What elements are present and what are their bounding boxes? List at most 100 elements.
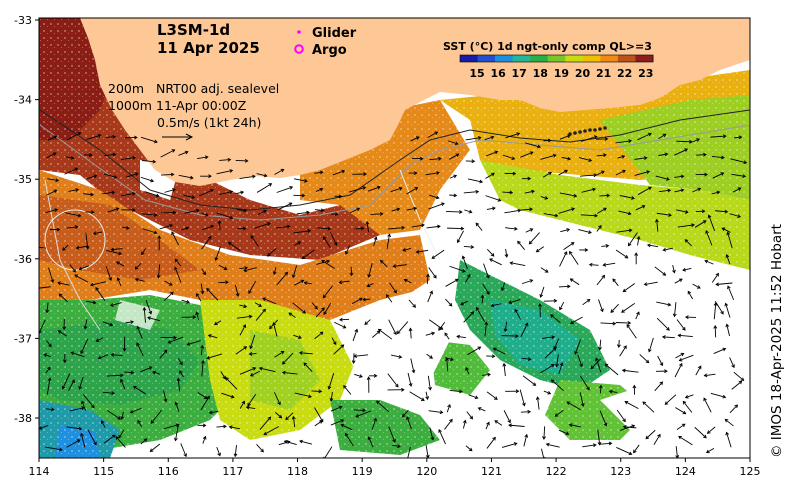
current-arrow-head	[566, 401, 571, 405]
current-arrow	[330, 391, 333, 401]
current-arrow	[302, 249, 315, 260]
current-arrow-head	[149, 448, 154, 453]
current-arrow-head	[141, 251, 145, 256]
current-arrow-head	[170, 291, 174, 296]
current-arrow	[262, 297, 277, 305]
current-arrow	[615, 140, 632, 144]
current-arrow-head	[398, 354, 403, 359]
current-arrow-head	[365, 220, 370, 225]
current-arrow	[402, 247, 411, 251]
current-arrow	[234, 445, 237, 457]
current-arrow	[388, 227, 405, 230]
current-arrow	[522, 375, 536, 386]
current-arrow-head	[622, 169, 626, 174]
current-arrow-head	[678, 357, 683, 362]
current-arrow	[144, 191, 159, 197]
current-arrow-head	[242, 324, 247, 328]
current-arrow	[121, 226, 129, 229]
current-arrow	[536, 246, 545, 253]
current-arrow-head	[376, 400, 380, 405]
current-arrow	[678, 436, 693, 446]
current-arrow	[206, 288, 219, 301]
current-arrow	[595, 358, 602, 373]
current-arrow-head	[132, 155, 137, 160]
current-arrow-head	[647, 348, 652, 353]
current-arrow-head	[621, 368, 626, 373]
current-arrow-head	[360, 226, 365, 231]
current-arrow	[239, 267, 248, 270]
current-arrow-head	[186, 342, 191, 346]
current-arrow-head	[527, 357, 532, 362]
current-arrow	[366, 221, 370, 233]
current-arrow-head	[47, 366, 51, 371]
scale-arrow-icon	[162, 133, 194, 141]
current-arrow	[431, 249, 445, 259]
current-arrow-head	[503, 328, 508, 333]
current-arrow-head	[626, 324, 631, 328]
current-arrow	[179, 370, 184, 378]
current-arrow-head	[206, 287, 210, 292]
x-tick-label: 117	[222, 465, 243, 478]
current-arrow-head	[598, 346, 602, 351]
current-arrow-head	[682, 410, 687, 415]
current-arrow	[563, 242, 575, 250]
current-arrow-head	[574, 350, 578, 355]
current-arrow	[676, 209, 689, 213]
current-arrow-head	[362, 408, 366, 413]
current-arrow-head	[682, 326, 686, 331]
current-arrow-head	[722, 347, 727, 352]
current-arrow-head	[281, 370, 286, 375]
current-arrow	[136, 342, 144, 356]
current-arrow	[559, 251, 568, 267]
current-arrow	[199, 189, 214, 197]
current-arrow-head	[474, 395, 479, 400]
current-arrow	[293, 241, 301, 246]
current-arrow	[181, 227, 189, 231]
current-arrow	[653, 434, 661, 445]
current-arrow	[656, 212, 672, 216]
current-arrow	[635, 311, 640, 320]
current-arrow	[617, 155, 625, 159]
current-arrow-head	[631, 196, 635, 200]
current-arrow-head	[548, 171, 552, 176]
colorbar-swatch	[600, 55, 619, 62]
current-arrow	[201, 360, 204, 377]
current-arrow	[633, 444, 640, 453]
current-arrow-head	[308, 394, 312, 399]
current-arrow-head	[80, 432, 84, 437]
current-arrow-head	[366, 283, 371, 288]
current-arrow-head	[509, 261, 514, 266]
current-arrow-head	[727, 285, 731, 290]
current-arrow	[136, 326, 143, 340]
current-arrow-head	[401, 413, 406, 418]
current-arrow	[83, 394, 95, 409]
current-arrow-head	[696, 285, 701, 289]
current-arrow	[503, 363, 506, 377]
current-arrow-head	[322, 294, 327, 299]
current-arrow	[462, 256, 468, 270]
current-arrow-head	[544, 269, 549, 273]
current-arrow	[314, 331, 324, 340]
current-arrow	[341, 424, 353, 431]
current-arrow-head	[153, 213, 158, 217]
current-arrow	[529, 232, 540, 245]
current-arrow	[47, 135, 57, 141]
current-arrow	[46, 152, 57, 159]
current-arrow-head	[204, 155, 209, 160]
current-arrow-head	[131, 191, 136, 196]
current-arrow	[142, 228, 157, 234]
current-arrow	[284, 440, 297, 446]
current-arrow	[389, 282, 397, 294]
current-arrow	[540, 154, 556, 160]
current-arrow	[677, 224, 695, 228]
current-arrow-head	[631, 424, 636, 429]
current-arrow-head	[247, 402, 251, 407]
current-arrow-head	[412, 304, 416, 308]
current-arrow	[600, 322, 616, 325]
current-arrow	[610, 303, 619, 313]
current-arrow-head	[242, 226, 247, 231]
current-arrow-head	[43, 353, 48, 357]
current-arrow	[589, 264, 599, 266]
current-arrow-head	[250, 235, 254, 239]
current-arrow	[446, 358, 449, 372]
